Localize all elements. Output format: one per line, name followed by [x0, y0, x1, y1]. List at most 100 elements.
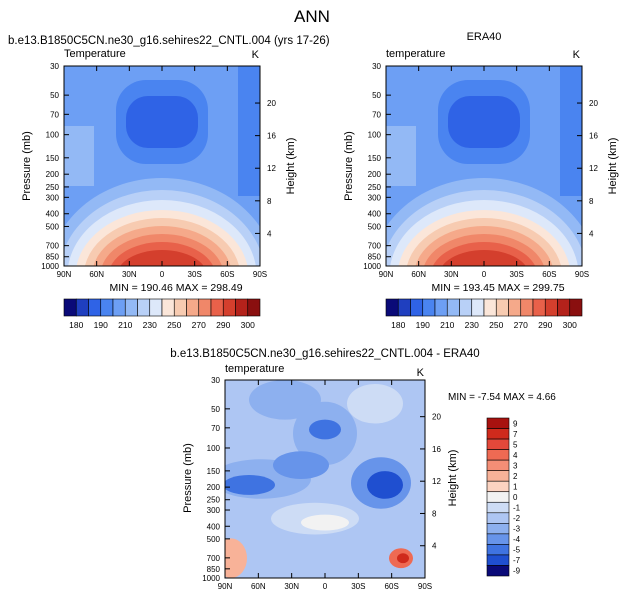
colorbar-label: -1: [513, 504, 521, 513]
colorbar-swatch: [459, 298, 473, 317]
colorbar-label: 210: [440, 320, 454, 330]
y-tick-label: 300: [46, 193, 60, 202]
height-tick-label: 4: [432, 542, 437, 551]
y-tick-label: 400: [46, 210, 60, 219]
x-tick-label: 60N: [251, 582, 266, 591]
panel-model: b.e13.B1850C5CN.ne30_g16.sehires22_CNTL.…: [8, 35, 330, 330]
colorbar-label: 0: [513, 493, 518, 502]
colorbar-swatch: [486, 491, 510, 503]
y-tick-label: 850: [207, 565, 221, 574]
x-tick-label: 30N: [444, 270, 459, 279]
colorbar-swatch: [486, 470, 510, 482]
colorbar-label: 190: [416, 320, 430, 330]
y-tick-label: 400: [368, 210, 382, 219]
colorbar-swatch: [486, 544, 510, 556]
y-tick-label: 50: [372, 91, 381, 100]
x-tick-label: 60S: [220, 270, 234, 279]
contour-band: [448, 96, 520, 148]
height-tick-label: 4: [589, 229, 594, 238]
colorbar-label: 230: [143, 320, 157, 330]
height-tick-label: 4: [267, 229, 272, 238]
panel-era40: temperature ERA40 K Pressure (mb) Height…: [343, 31, 619, 330]
colorbar-swatch: [173, 298, 187, 317]
colorbar-swatch: [235, 298, 249, 317]
height-tick-label: 16: [432, 445, 441, 454]
colorbar-label: 1: [513, 482, 518, 491]
colorbar-swatch: [75, 298, 89, 317]
case-title: b.e13.B1850C5CN.ne30_g16.sehires22_CNTL.…: [8, 35, 330, 47]
y-tick-label: 700: [207, 554, 221, 563]
colorbar-label: 300: [563, 320, 577, 330]
colorbar-swatch: [486, 523, 510, 535]
colorbar-swatch: [397, 298, 411, 317]
main-title: ANN: [294, 7, 330, 26]
y-tick-label: 70: [50, 110, 59, 119]
y-axis-label: Pressure (mb): [343, 131, 355, 201]
x-tick-label: 0: [482, 270, 487, 279]
y-tick-label: 700: [46, 242, 60, 251]
colorbar-label: 270: [514, 320, 528, 330]
y-tick-label: 250: [207, 496, 221, 505]
contour-band: [442, 250, 526, 266]
contour-band: [347, 383, 403, 424]
units-label: K: [573, 49, 581, 61]
y-tick-label: 30: [211, 376, 220, 385]
colorbar-swatch: [124, 298, 138, 317]
colorbar-swatch: [385, 298, 399, 317]
colorbar-label: 210: [118, 320, 132, 330]
y-tick-label: 150: [46, 154, 60, 163]
x-tick-label: 90S: [575, 270, 589, 279]
colorbar-swatch: [63, 298, 77, 317]
temperature-field: [64, 66, 260, 266]
colorbar-swatch: [422, 298, 436, 317]
y-axis-label: Pressure (mb): [21, 131, 33, 201]
contour-band: [126, 96, 198, 148]
colorbar-label: 2: [513, 472, 518, 481]
y-tick-label: 150: [368, 154, 382, 163]
contour-band: [367, 471, 403, 499]
contour-band: [249, 380, 321, 420]
min-max-text: MIN = 190.46 MAX = 298.49: [109, 282, 242, 294]
colorbar-swatch: [137, 298, 151, 317]
height-tick-label: 20: [432, 413, 441, 422]
height-tick-label: 20: [267, 99, 276, 108]
colorbar-swatch: [486, 417, 510, 429]
y-tick-label: 200: [207, 483, 221, 492]
x-tick-label: 60S: [385, 582, 399, 591]
colorbar-swatch: [149, 298, 163, 317]
contour-band: [301, 514, 349, 531]
x-tick-label: 90N: [57, 270, 72, 279]
colorbar-swatch: [186, 298, 200, 317]
contour-band: [560, 66, 582, 196]
right-title: ERA40: [467, 31, 502, 43]
colorbar-swatch: [486, 501, 510, 514]
y-tick-label: 700: [368, 242, 382, 251]
colorbar-label: 190: [94, 320, 108, 330]
y-tick-label: 100: [368, 131, 382, 140]
height-tick-label: 20: [589, 99, 598, 108]
colorbar-label: 7: [513, 430, 518, 439]
colorbar-swatch: [483, 298, 497, 317]
colorbar-label: 290: [538, 320, 552, 330]
colorbar-swatch: [486, 428, 510, 440]
y-tick-label: 50: [211, 405, 220, 414]
colorbar-label: 300: [241, 320, 255, 330]
colorbar-swatch: [198, 298, 212, 317]
x-tick-label: 90S: [418, 582, 432, 591]
colorbar-label: 4: [513, 451, 518, 460]
x-tick-label: 30N: [284, 582, 299, 591]
y-tick-label: 200: [46, 170, 60, 179]
y-axis-right-label: Height (km): [285, 138, 297, 195]
height-tick-label: 12: [432, 477, 441, 486]
colorbar-swatch: [247, 298, 261, 317]
colorbar-swatch: [410, 298, 424, 317]
colorbar-label: 9: [513, 419, 518, 428]
left-title: Temperature: [64, 48, 126, 60]
y-tick-label: 500: [368, 222, 382, 231]
x-tick-label: 90S: [253, 270, 267, 279]
x-tick-label: 30S: [188, 270, 202, 279]
y-tick-label: 500: [207, 535, 221, 544]
colorbar-label: 250: [167, 320, 181, 330]
colorbar-swatch: [532, 298, 546, 317]
